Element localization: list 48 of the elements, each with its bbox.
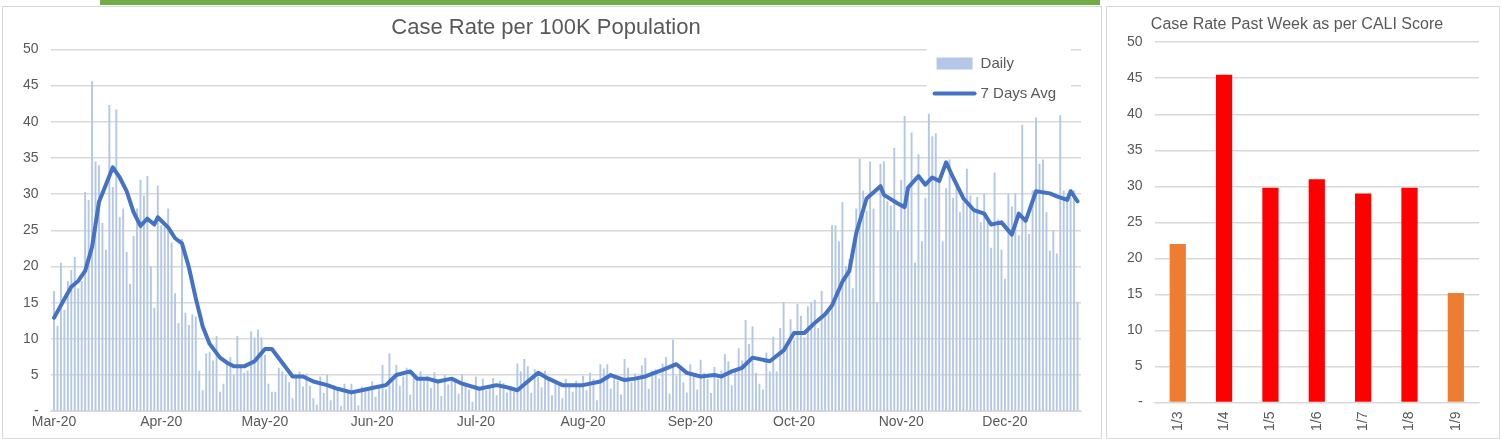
chart-title: Case Rate per 100K Population: [391, 14, 701, 40]
y-tick-label: 40: [1126, 105, 1143, 122]
y-tick-label: 5: [30, 365, 39, 382]
bar: [1355, 193, 1372, 402]
y-tick-label: 15: [22, 293, 39, 310]
x-tick-label: Oct-20: [772, 413, 816, 430]
chart-title: Case Rate Past Week as per CALI Score: [1150, 15, 1444, 33]
y-tick-label: 20: [22, 257, 39, 274]
y-tick-label: 50: [22, 40, 39, 57]
y-tick-label: -: [1137, 393, 1143, 410]
x-tick-label: Nov-20: [878, 413, 924, 430]
bar: [1401, 187, 1418, 402]
y-tick-label: 35: [1126, 141, 1143, 158]
y-tick-label: 40: [22, 112, 39, 129]
x-tick-label: 1/5: [1261, 411, 1278, 432]
legend-label: Daily: [980, 53, 1015, 71]
x-tick-label: Jun-20: [350, 413, 394, 430]
legend-label: 7 Days Avg: [980, 83, 1057, 101]
bar: [1169, 243, 1186, 402]
bar: [1308, 179, 1325, 402]
y-tick-label: 50: [1126, 33, 1143, 50]
bar: [1447, 293, 1464, 402]
y-tick-label: 45: [22, 76, 39, 93]
y-tick-label: 30: [22, 184, 39, 201]
y-tick-label: 5: [1134, 357, 1143, 374]
x-tick-label: 1/8: [1400, 411, 1417, 432]
y-tick-label: 10: [22, 329, 39, 346]
y-tick-label: 15: [1126, 285, 1143, 302]
x-tick-label: May-20: [241, 413, 289, 430]
x-tick-label: 1/4: [1214, 411, 1231, 432]
y-tick-label: 30: [1126, 177, 1143, 194]
x-tick-label: Dec-20: [982, 413, 1028, 430]
y-tick-label: 20: [1126, 249, 1143, 266]
x-tick-label: 1/9: [1446, 411, 1463, 432]
y-tick-label: 10: [1126, 321, 1143, 338]
bar: [1262, 187, 1279, 402]
x-tick-label: Apr-20: [140, 413, 183, 430]
x-tick-label: 1/7: [1353, 411, 1370, 432]
y-tick-label: 45: [1126, 69, 1143, 86]
x-tick-label: Jul-20: [456, 413, 496, 430]
y-tick-label: 35: [22, 148, 39, 165]
x-tick-label: 1/6: [1307, 411, 1324, 432]
x-tick-label: 1/3: [1168, 411, 1185, 432]
y-tick-label: 25: [22, 221, 39, 238]
x-tick-label: Aug-20: [560, 413, 606, 430]
x-tick-label: Sep-20: [667, 413, 714, 430]
y-tick-label: 25: [1126, 213, 1143, 230]
bar: [1215, 74, 1233, 402]
